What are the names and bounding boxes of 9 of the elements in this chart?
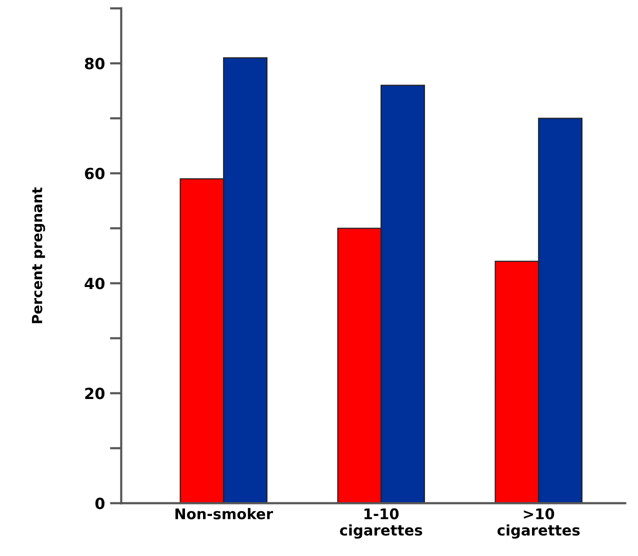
y-tick-label: 40 <box>84 278 105 290</box>
x-tick-label: Non-smoker <box>175 508 274 520</box>
y-axis-title: Percent pregnant <box>32 187 46 324</box>
y-tick-label: 0 <box>95 498 105 510</box>
y-tick-label: 80 <box>84 58 105 70</box>
x-tick-label: 1-10 cigarettes <box>340 508 422 539</box>
y-tick-label: 60 <box>84 168 105 180</box>
x-tick-label: >10 cigarettes <box>497 508 580 539</box>
y-tick-label: 20 <box>85 388 105 400</box>
